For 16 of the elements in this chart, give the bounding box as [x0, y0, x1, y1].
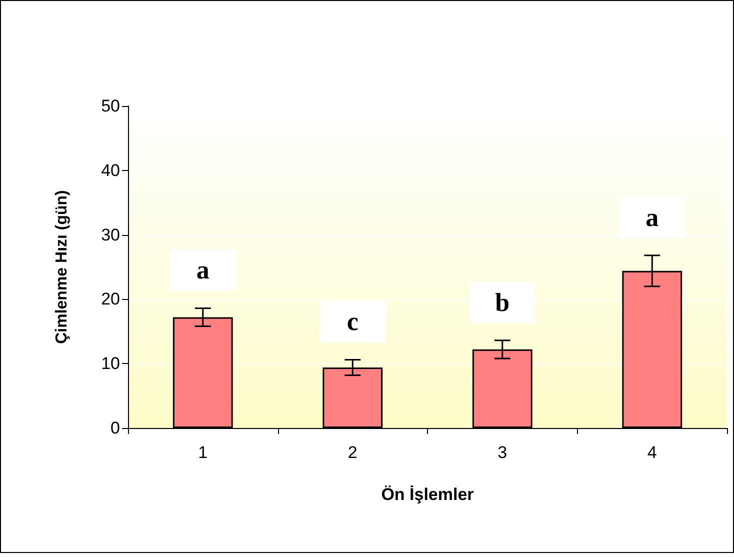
- annotation: b: [495, 288, 510, 317]
- y-tick-label: 0: [110, 418, 120, 438]
- x-axis-title: Ön İşlemler: [381, 485, 474, 504]
- annotation: a: [646, 202, 659, 232]
- y-tick-label: 30: [101, 225, 120, 244]
- x-tick-label: 2: [348, 443, 358, 462]
- x-tick-label: 4: [647, 443, 657, 462]
- annotation: a: [196, 256, 210, 285]
- annotation: c: [346, 307, 358, 336]
- y-axis-title: Çimlenme Hızı (gün): [54, 190, 70, 344]
- y-tick-label: 20: [101, 290, 120, 309]
- y-tick-label: 50: [101, 96, 120, 116]
- y-tick-label: 10: [101, 354, 120, 374]
- y-tick-label: 40: [101, 160, 120, 180]
- x-tick-label: 3: [498, 443, 508, 462]
- x-tick-label: 1: [198, 443, 208, 462]
